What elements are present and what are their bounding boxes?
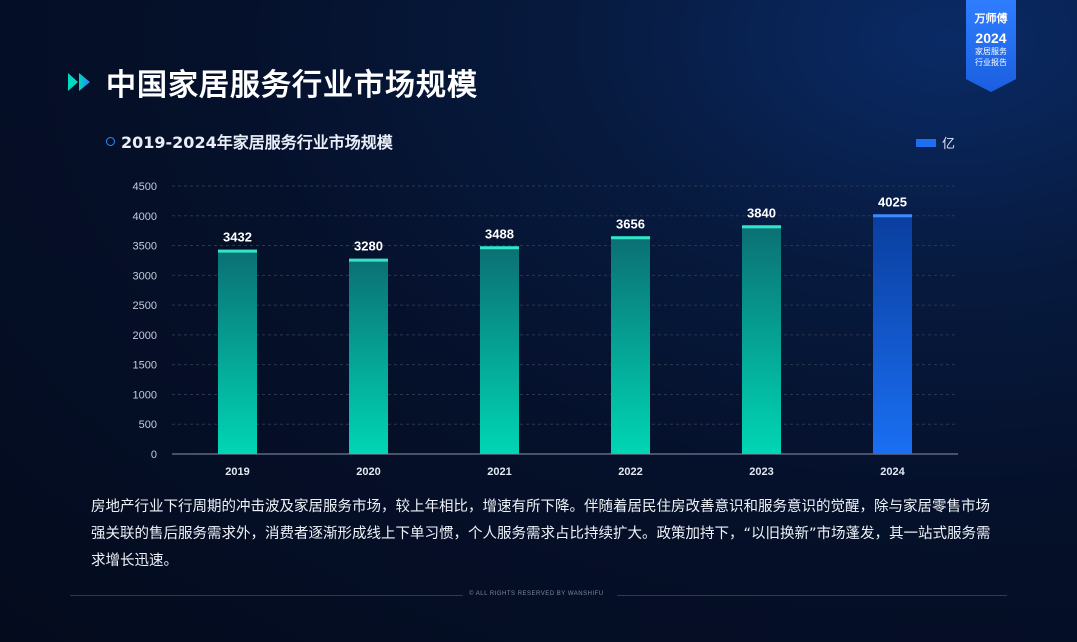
- y-tick-label: 1000: [133, 389, 157, 401]
- y-tick-label: 3500: [133, 241, 157, 253]
- y-tick-label: 0: [151, 449, 157, 461]
- page-title: 中国家居服务行业市场规模: [106, 68, 478, 103]
- bar-cap-2019: [218, 249, 257, 253]
- x-tick-label: 2021: [487, 466, 511, 478]
- y-axis-ticks: 0 500 1000 1500 2000 2500 3000 3500 4000 4500: [133, 181, 157, 461]
- footer-divider-right: [617, 595, 1007, 596]
- y-tick-label: 4500: [133, 181, 157, 193]
- bar-2021: [480, 246, 519, 454]
- bar-2020: [349, 258, 388, 454]
- x-tick-label: 2022: [618, 466, 642, 478]
- bar-2024: [873, 214, 912, 454]
- description-text: 房地产行业下行周期的冲击波及家居服务市场，较上年相比，增速有所下降。伴随着居民住…: [91, 499, 991, 569]
- legend-label: 亿: [942, 137, 956, 152]
- data-label-2023: 3840: [747, 205, 776, 220]
- circle-bullet-icon: [106, 136, 115, 146]
- y-tick-label: 1500: [133, 360, 157, 372]
- chart-title: 2019-2024年家居服务行业市场规模: [121, 133, 393, 152]
- x-tick-label: 2024: [880, 466, 905, 478]
- data-label-2022: 3656: [616, 216, 645, 231]
- footer-divider-left: [70, 595, 463, 596]
- x-tick-label: 2019: [225, 466, 249, 478]
- grid-lines: [172, 185, 958, 455]
- page-title-group: 中国家居服务行业市场规模: [68, 60, 478, 104]
- data-label-2021: 3488: [485, 226, 514, 241]
- bar-cap-2023: [742, 225, 781, 229]
- data-label-2020: 3280: [354, 239, 383, 254]
- y-tick-label: 2500: [133, 300, 157, 312]
- y-tick-label: 500: [139, 419, 157, 431]
- footer-copyright: © ALL RIGHTS RESERVED BY WANSHIFU: [469, 591, 604, 597]
- bar-cap-2020: [349, 258, 388, 262]
- badge-line-2: 行业报告: [975, 58, 1007, 67]
- bar-2023: [742, 225, 781, 454]
- bar-cap-2021: [480, 246, 519, 250]
- x-axis-ticks: 2019 2020 2021 2022 2023 2024: [225, 466, 905, 478]
- data-label-2019: 3432: [223, 230, 252, 245]
- y-tick-label: 4000: [133, 211, 157, 223]
- bar-cap-2022: [611, 236, 650, 240]
- chart-title-group: 2019-2024年家居服务行业市场规模: [106, 129, 393, 153]
- bar-2019: [218, 249, 257, 454]
- chart-legend: 亿: [916, 133, 955, 152]
- badge-line-1: 家居服务: [975, 47, 1007, 56]
- report-badge: 万师傅 2024 家居服务 行业报告: [966, 0, 1016, 92]
- badge-brand: 万师傅: [974, 12, 1008, 25]
- x-tick-label: 2020: [356, 466, 380, 478]
- legend-swatch: [916, 138, 936, 147]
- bars: [218, 214, 912, 454]
- y-tick-label: 2000: [133, 330, 157, 342]
- x-tick-label: 2023: [749, 466, 773, 478]
- data-labels: 3432 3280 3488 3656 3840 4025: [223, 194, 907, 253]
- badge-year: 2024: [975, 30, 1007, 46]
- bar-cap-2024: [873, 214, 912, 218]
- y-tick-label: 3000: [133, 270, 157, 282]
- data-label-2024: 4025: [878, 194, 907, 209]
- bar-2022: [611, 236, 650, 454]
- double-arrow-icon: [68, 73, 90, 91]
